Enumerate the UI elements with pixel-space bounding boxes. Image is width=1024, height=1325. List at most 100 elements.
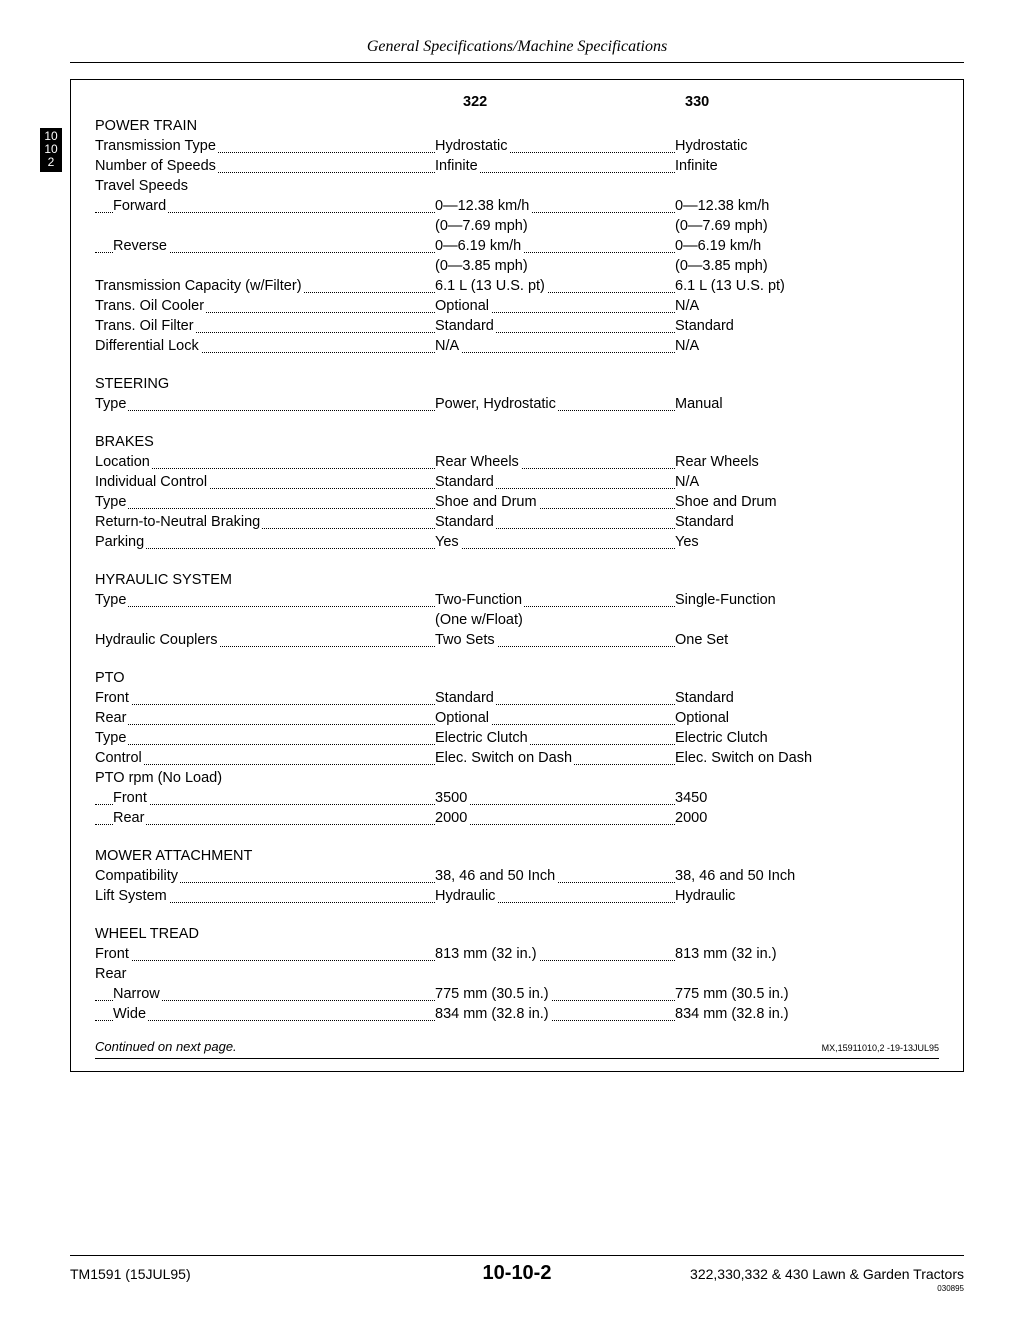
spec-row: Individual ControlStandardN/A xyxy=(95,472,939,492)
spec-sub-row: (0—3.85 mph)(0—3.85 mph) xyxy=(95,256,939,276)
spec-row: Front35003450 xyxy=(95,788,939,808)
spec-col2: N/A xyxy=(675,296,939,316)
spec-col1: Yes xyxy=(435,532,675,552)
spec-label: Trans. Oil Cooler xyxy=(95,296,435,316)
spec-col1: Hydraulic xyxy=(435,886,675,906)
section-title: HYRAULIC SYSTEM xyxy=(95,570,939,590)
spec-row: Forward0—12.38 km/h0—12.38 km/h xyxy=(95,196,939,216)
spec-col1: Hydrostatic xyxy=(435,136,675,156)
spec-row: PTO rpm (No Load) xyxy=(95,768,939,788)
spec-row: ParkingYesYes xyxy=(95,532,939,552)
section-title: BRAKES xyxy=(95,432,939,452)
spec-row: Transmission TypeHydrostaticHydrostatic xyxy=(95,136,939,156)
spec-label: Type xyxy=(95,492,435,512)
section-title: STEERING xyxy=(95,374,939,394)
spec-col2: Shoe and Drum xyxy=(675,492,939,512)
spec-col2: Infinite xyxy=(675,156,939,176)
spec-col1: Standard xyxy=(435,688,675,708)
spec-row: Reverse0—6.19 km/h0—6.19 km/h xyxy=(95,236,939,256)
spec-col1: N/A xyxy=(435,336,675,356)
spec-col2: Rear Wheels xyxy=(675,452,939,472)
spec-col2: 775 mm (30.5 in.) xyxy=(675,984,939,1004)
spec-label: Front xyxy=(95,688,435,708)
spec-row: Differential LockN/AN/A xyxy=(95,336,939,356)
spec-col2: Hydrostatic xyxy=(675,136,939,156)
page-footer: TM1591 (15JUL95) 10-10-2 322,330,332 & 4… xyxy=(70,1255,964,1285)
spec-label: Travel Speeds xyxy=(95,176,435,196)
spec-row: TypeShoe and DrumShoe and Drum xyxy=(95,492,939,512)
spec-sub-col2: (0—3.85 mph) xyxy=(675,256,939,276)
spec-col1: 0—12.38 km/h xyxy=(435,196,675,216)
spec-label: Front xyxy=(95,944,435,964)
page: General Specifications/Machine Specifica… xyxy=(0,0,1024,1325)
spec-col2: 38, 46 and 50 Inch xyxy=(675,866,939,886)
spec-col1: Elec. Switch on Dash xyxy=(435,748,675,768)
sections-container: POWER TRAINTransmission TypeHydrostaticH… xyxy=(95,116,939,1024)
spec-col1: Shoe and Drum xyxy=(435,492,675,512)
spec-label: Hydraulic Couplers xyxy=(95,630,435,650)
column-headers: 322 330 xyxy=(95,92,939,112)
spec-col1: Two-Function xyxy=(435,590,675,610)
spec-sub-col1: (0—3.85 mph) xyxy=(435,256,675,276)
header-title: General Specifications/Machine Specifica… xyxy=(367,38,667,55)
spec-label: Compatibility xyxy=(95,866,435,886)
spec-col2: 6.1 L (13 U.S. pt) xyxy=(675,276,939,296)
spec-label: Control xyxy=(95,748,435,768)
spec-col1: Power, Hydrostatic xyxy=(435,394,675,414)
spec-label: Location xyxy=(95,452,435,472)
spec-row: Transmission Capacity (w/Filter)6.1 L (1… xyxy=(95,276,939,296)
spec-label: Type xyxy=(95,728,435,748)
spec-col2: 3450 xyxy=(675,788,939,808)
spec-label: Parking xyxy=(95,532,435,552)
spec-row: FrontStandardStandard xyxy=(95,688,939,708)
spec-col1: Rear Wheels xyxy=(435,452,675,472)
spec-row: RearOptionalOptional xyxy=(95,708,939,728)
spec-row: Trans. Oil CoolerOptionalN/A xyxy=(95,296,939,316)
spec-sub-col1: (One w/Float) xyxy=(435,610,675,630)
spec-sub-row: (One w/Float) xyxy=(95,610,939,630)
doc-code: MX,15911010,2 -19-13JUL95 xyxy=(822,1042,939,1054)
spec-col2: 813 mm (32 in.) xyxy=(675,944,939,964)
col-header-1: 322 xyxy=(435,92,675,112)
page-header: General Specifications/Machine Specifica… xyxy=(70,38,964,63)
spec-row: TypeTwo-FunctionSingle-Function xyxy=(95,590,939,610)
spec-col1: 775 mm (30.5 in.) xyxy=(435,984,675,1004)
spec-label: Transmission Type xyxy=(95,136,435,156)
section-title: WHEEL TREAD xyxy=(95,924,939,944)
spec-col2: Standard xyxy=(675,512,939,532)
spec-sub-row: (0—7.69 mph)(0—7.69 mph) xyxy=(95,216,939,236)
spec-row: Rear xyxy=(95,964,939,984)
footer-tiny: 030895 xyxy=(937,1284,964,1293)
spec-col2: Elec. Switch on Dash xyxy=(675,748,939,768)
spec-label: Number of Speeds xyxy=(95,156,435,176)
spec-row: LocationRear WheelsRear Wheels xyxy=(95,452,939,472)
spec-col2: Manual xyxy=(675,394,939,414)
spec-col2: N/A xyxy=(675,336,939,356)
footer-center: 10-10-2 xyxy=(368,1262,666,1285)
spec-col1: 0—6.19 km/h xyxy=(435,236,675,256)
spec-col2: Optional xyxy=(675,708,939,728)
spec-col1: Electric Clutch xyxy=(435,728,675,748)
spec-label: Rear xyxy=(95,808,435,828)
spec-label: Type xyxy=(95,394,435,414)
spec-col1: Standard xyxy=(435,472,675,492)
spec-row: Return-to-Neutral BrakingStandardStandar… xyxy=(95,512,939,532)
spec-col2: Hydraulic xyxy=(675,886,939,906)
continued-text: Continued on next page. xyxy=(95,1038,237,1056)
spec-col1: Standard xyxy=(435,512,675,532)
spec-col2: 2000 xyxy=(675,808,939,828)
spec-col2: 834 mm (32.8 in.) xyxy=(675,1004,939,1024)
spec-col1: Optional xyxy=(435,296,675,316)
spec-label: Individual Control xyxy=(95,472,435,492)
spec-col1: 834 mm (32.8 in.) xyxy=(435,1004,675,1024)
spec-row: Narrow775 mm (30.5 in.)775 mm (30.5 in.) xyxy=(95,984,939,1004)
side-tab: 10 10 2 xyxy=(40,128,62,172)
spec-label: Rear xyxy=(95,708,435,728)
spec-label: Front xyxy=(95,788,435,808)
spec-col2: Electric Clutch xyxy=(675,728,939,748)
spec-col2: Standard xyxy=(675,688,939,708)
spec-col1: Optional xyxy=(435,708,675,728)
spec-col1: 2000 xyxy=(435,808,675,828)
spec-row: TypePower, HydrostaticManual xyxy=(95,394,939,414)
spec-sub-col1: (0—7.69 mph) xyxy=(435,216,675,236)
